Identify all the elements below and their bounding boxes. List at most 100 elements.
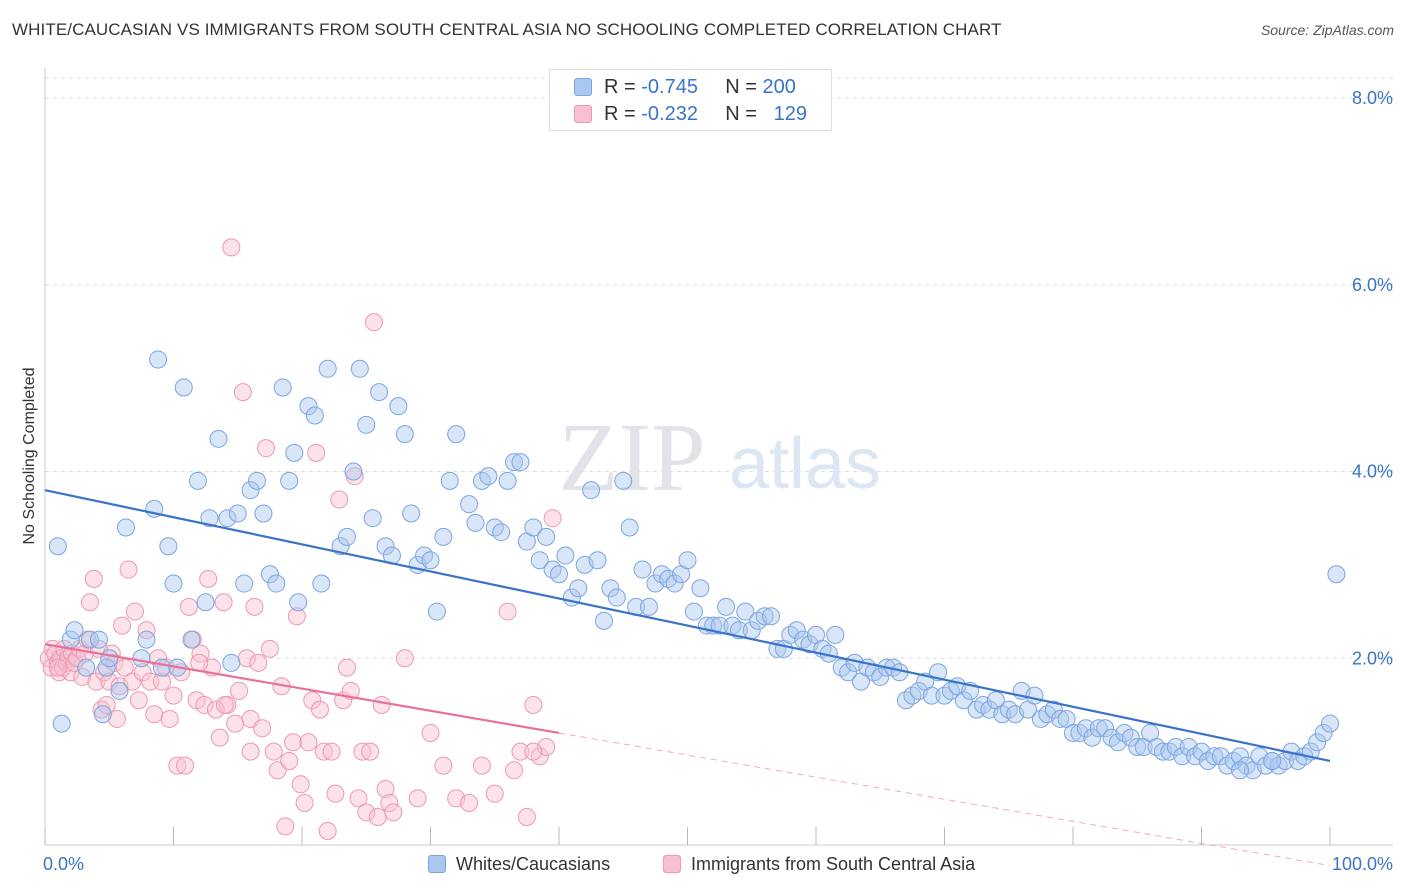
data-point-immigrants [84,569,103,588]
data-point-immigrants [322,742,341,761]
legend-item-immigrants[interactable]: Immigrants from South Central Asia [663,852,975,876]
data-point-immigrants [368,807,387,826]
data-point-immigrants [485,784,504,803]
legend-r-label: R = [604,75,636,98]
data-point-whites [826,625,845,644]
data-point-whites [48,537,67,556]
data-point-whites [200,509,219,528]
data-point-whites [1025,686,1044,705]
data-point-whites [289,593,308,612]
data-point-whites [492,523,511,542]
data-point-whites [710,616,729,635]
data-point-immigrants [48,658,67,677]
data-point-whites [460,495,479,514]
data-point-whites [479,467,498,486]
data-point-whites [582,481,601,500]
trendline-whites [44,489,1331,763]
data-point-whites [954,691,973,710]
data-point-immigrants [95,663,114,682]
data-point-whites [447,425,466,444]
watermark: ZIP atlas [559,404,882,512]
data-point-whites [1231,747,1250,766]
data-point-whites [543,560,562,579]
data-point-immigrants [125,602,144,621]
data-point-immigrants [199,569,218,588]
data-point-immigrants [314,742,333,761]
legend-r-label: R = [604,102,636,125]
data-point-immigrants [179,597,198,616]
y-tick-label: 4.0% [1352,462,1393,482]
data-point-immigrants [380,793,399,812]
data-point-whites [164,574,183,593]
data-point-whites [116,518,135,537]
legend-r-value: -0.232 [641,102,698,125]
data-point-whites [1256,756,1275,775]
data-point-immigrants [318,821,337,840]
data-point-immigrants [505,761,524,780]
data-point-whites [427,602,446,621]
trendline-immigrants [44,643,560,735]
data-point-immigrants [253,719,272,738]
data-point-whites [149,350,168,369]
data-point-whites [717,597,736,616]
data-point-immigrants [498,602,517,621]
legend-label-immigrants: Immigrants from South Central Asia [691,853,976,874]
data-point-whites [485,518,504,537]
data-point-whites [1083,728,1102,747]
data-point-whites [524,518,543,537]
data-point-immigrants [133,663,152,682]
data-point-whites [1308,733,1327,752]
data-point-whites [922,686,941,705]
data-point-whites [665,574,684,593]
data-point-immigrants [241,742,260,761]
data-point-whites [550,565,568,584]
legend-row-immigrants: R = -0.232 N = 129 [574,101,807,127]
data-point-whites [607,588,626,607]
data-point-immigrants [176,756,195,775]
data-point-whites [1205,747,1224,766]
data-point-whites [1288,751,1307,770]
data-point-immigrants [384,803,403,822]
data-point-whites [652,565,671,584]
data-point-whites [633,560,652,579]
data-point-whites [254,504,273,523]
data-point-whites [762,607,781,626]
data-point-immigrants [357,803,376,822]
data-point-immigrants [137,621,156,640]
data-point-whites [472,471,491,490]
data-point-whites [1121,728,1140,747]
data-point-immigrants [222,238,241,257]
legend-item-whites[interactable]: Whites/Caucasians [428,852,610,876]
watermark-atlas: atlas [729,424,881,504]
data-point-immigrants [113,616,132,635]
data-point-whites [357,415,376,434]
data-point-immigrants [543,509,562,528]
y-axis-label: No Schooling Completed [21,368,38,545]
data-point-immigrants [195,695,214,714]
y-tick-label: 6.0% [1352,275,1393,295]
data-point-immigrants [160,709,179,728]
data-point-immigrants [97,695,116,714]
legend-label-whites: Whites/Caucasians [456,853,611,874]
data-point-immigrants [337,658,356,677]
data-point-whites [588,551,607,570]
data-point-immigrants [214,593,233,612]
data-point-whites [89,630,108,649]
data-point-immigrants [164,686,183,705]
data-point-whites [248,471,267,490]
data-point-whites [182,630,201,649]
data-point-whites [1166,737,1185,756]
trend-lines [44,489,1331,867]
legend-n-label: N = [725,75,757,98]
data-point-immigrants [408,789,427,808]
data-point-immigrants [299,733,318,752]
data-point-immigrants [276,817,295,836]
data-point-whites [684,602,703,621]
data-point-whites [691,579,710,598]
data-point-immigrants [191,644,210,663]
data-point-immigrants [226,714,245,733]
data-point-whites [1076,719,1095,738]
data-point-whites [241,481,260,500]
data-point-immigrants [73,667,92,686]
data-point-whites [110,681,129,700]
